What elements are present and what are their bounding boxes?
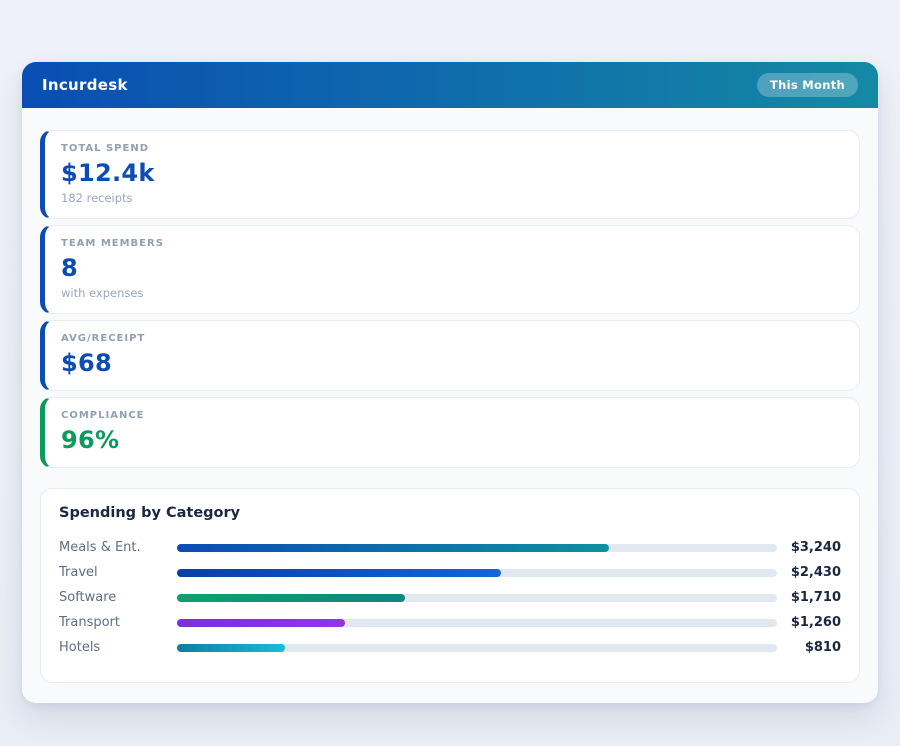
category-value: $3,240 <box>790 540 841 555</box>
category-label: Software <box>59 590 117 605</box>
stat-label: COMPLIANCE <box>61 410 145 421</box>
stat-label: TEAM MEMBERS <box>61 238 164 249</box>
stat-value: 8 <box>61 254 78 282</box>
bar-track <box>177 568 777 577</box>
stat-value: $68 <box>61 349 112 377</box>
bar-fill-software <box>177 593 405 602</box>
stat-card-avg-receipt: AVG/RECEIPT $68 <box>40 320 860 391</box>
category-label: Meals & Ent. <box>59 540 141 555</box>
category-label: Travel <box>59 565 98 580</box>
spending-by-category-panel: Spending by Category Meals & Ent. $3,240… <box>40 488 860 683</box>
category-row-travel: Travel $2,430 <box>59 560 841 585</box>
period-badge[interactable]: This Month <box>756 73 858 97</box>
category-row-meals: Meals & Ent. $3,240 <box>59 535 841 560</box>
category-row-software: Software $1,710 <box>59 585 841 610</box>
panel-title: Spending by Category <box>59 505 241 521</box>
stat-subtext: 182 receipts <box>61 191 133 205</box>
category-value: $1,260 <box>790 615 841 630</box>
card-body: TOTAL SPEND $12.4k 182 receipts TEAM MEM… <box>22 108 878 703</box>
stat-subtext: with expenses <box>61 286 144 300</box>
stat-card-total-spend: TOTAL SPEND $12.4k 182 receipts <box>40 130 860 219</box>
card-header: Incurdesk This Month <box>22 62 878 108</box>
stat-label: AVG/RECEIPT <box>61 333 146 344</box>
stat-card-compliance: COMPLIANCE 96% <box>40 397 860 468</box>
category-label: Transport <box>59 615 121 630</box>
bar-track <box>177 543 777 552</box>
bar-track <box>177 593 777 602</box>
bar-fill-meals <box>177 543 609 552</box>
stat-value: 96% <box>61 426 120 454</box>
category-value: $810 <box>804 640 841 655</box>
stat-label: TOTAL SPEND <box>61 143 149 154</box>
category-label: Hotels <box>59 640 101 655</box>
bar-fill-transport <box>177 618 345 627</box>
category-value: $1,710 <box>790 590 841 605</box>
app-title: Incurdesk <box>42 76 128 94</box>
category-row-hotels: Hotels $810 <box>59 635 841 660</box>
bar-fill-travel <box>177 568 501 577</box>
category-row-transport: Transport $1,260 <box>59 610 841 635</box>
bar-track <box>177 643 777 652</box>
dashboard-card: Incurdesk This Month TOTAL SPEND $12.4k … <box>22 62 878 703</box>
bar-fill-hotels <box>177 643 285 652</box>
category-value: $2,430 <box>790 565 841 580</box>
stat-value: $12.4k <box>61 159 155 187</box>
bar-track <box>177 618 777 627</box>
stat-card-team-members: TEAM MEMBERS 8 with expenses <box>40 225 860 314</box>
